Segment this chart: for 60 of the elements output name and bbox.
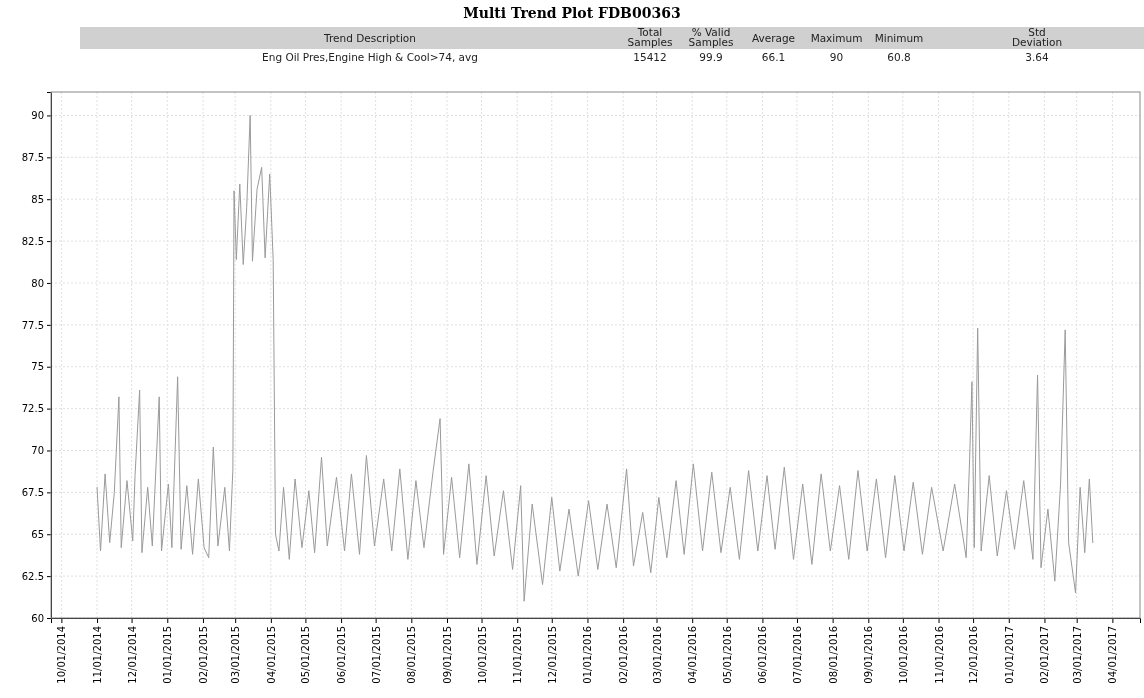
x-tick-label: 10/01/2015: [476, 626, 488, 684]
x-tick-label: 01/01/2015: [162, 626, 174, 684]
x-tick-label: 04/01/2017: [1107, 626, 1119, 684]
y-tick-label: 75: [31, 361, 44, 373]
text: 3.64: [1025, 51, 1049, 63]
chart-title: Multi Trend Plot FDB00363: [463, 5, 681, 21]
x-tick-label: 12/01/2014: [126, 626, 138, 684]
y-tick-label: 80: [31, 277, 44, 289]
x-tick-label: 06/01/2015: [336, 626, 348, 684]
x-tick-label: 05/01/2015: [300, 626, 312, 684]
x-tick-label: 01/01/2016: [582, 626, 594, 684]
x-tick-label: 12/01/2016: [968, 626, 980, 684]
text: Minimum: [874, 32, 924, 44]
x-tick-label: 02/01/2016: [618, 626, 630, 684]
text: % Valid Samples: [688, 26, 734, 48]
text: 90: [829, 51, 844, 63]
y-tick-label: 82.5: [21, 235, 44, 247]
x-tick-label: 04/01/2016: [687, 626, 699, 684]
text: 66.1: [761, 51, 786, 63]
x-tick-label: 05/01/2016: [721, 626, 733, 684]
text: Eng Oil Pres,Engine High & Cool>74, avg: [262, 51, 478, 63]
text: 15412: [633, 51, 667, 63]
text: 99.9: [699, 51, 723, 63]
x-tick-label: 11/01/2016: [933, 626, 945, 684]
y-tick-label: 65: [31, 528, 44, 540]
x-tick-label: 08/01/2016: [827, 626, 839, 684]
y-tick-label: 90: [31, 110, 44, 122]
y-tick-label: 85: [31, 193, 44, 205]
x-tick-label: 11/01/2015: [512, 626, 524, 684]
y-tick-label: 62.5: [21, 570, 44, 582]
x-tick-label: 08/01/2015: [406, 626, 418, 684]
y-tick-label: 60: [31, 612, 44, 624]
x-tick-label: 07/01/2015: [370, 626, 382, 684]
y-tick-label: 77.5: [21, 319, 44, 331]
x-tick-label: 06/01/2016: [757, 626, 769, 684]
x-tick-label: 03/01/2017: [1071, 626, 1083, 684]
x-tick-label: 02/01/2015: [197, 626, 209, 684]
text: Trend Description: [323, 32, 416, 44]
x-tick-label: 10/01/2014: [56, 626, 68, 684]
y-tick-label: 72.5: [21, 403, 44, 415]
text: Average: [751, 32, 796, 44]
text: Total Samples: [627, 26, 673, 48]
line-series: [96, 114, 1094, 602]
x-tick-label: 04/01/2015: [265, 626, 277, 684]
text: Std Deviation: [1011, 26, 1063, 48]
x-tick-label: 02/01/2017: [1039, 626, 1051, 684]
text: Maximum: [810, 32, 863, 44]
text: 60.8: [887, 51, 911, 63]
x-tick-label: 11/01/2014: [92, 626, 104, 684]
x-tick-label: 07/01/2016: [791, 626, 803, 684]
x-tick-label: 10/01/2016: [897, 626, 909, 684]
y-tick-label: 67.5: [21, 487, 44, 499]
y-tick-label: 87.5: [21, 152, 44, 164]
x-tick-label: 03/01/2016: [651, 626, 663, 684]
x-tick-label: 01/01/2017: [1003, 626, 1015, 684]
x-tick-label: 03/01/2015: [230, 626, 242, 684]
x-tick-label: 12/01/2015: [546, 626, 558, 684]
x-tick-label: 09/01/2015: [442, 626, 453, 684]
y-tick-label: 70: [31, 445, 44, 457]
x-tick-label: 09/01/2016: [863, 626, 875, 684]
